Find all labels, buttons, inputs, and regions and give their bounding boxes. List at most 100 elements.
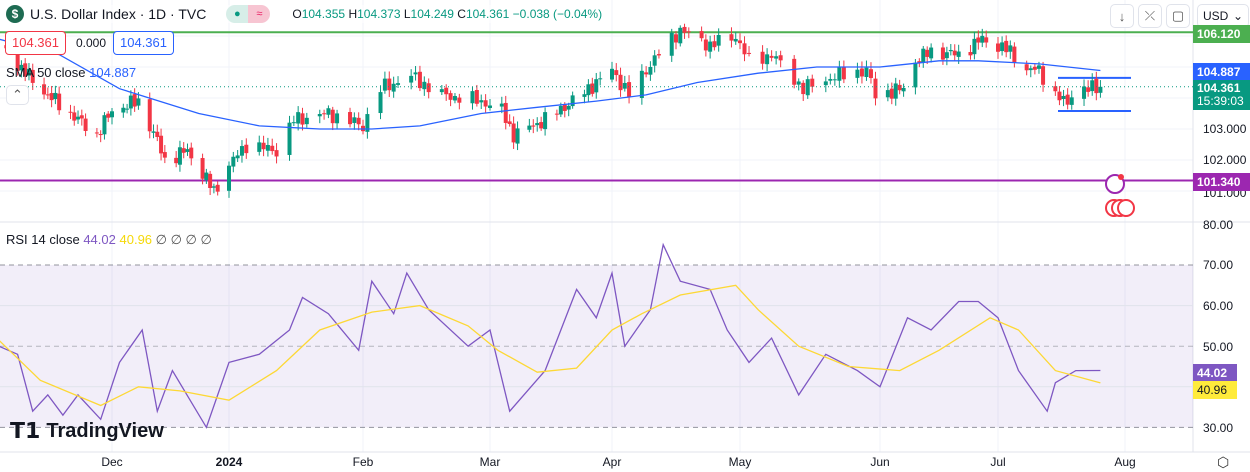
candle bbox=[648, 66, 653, 75]
candle bbox=[322, 113, 327, 115]
candle bbox=[98, 134, 103, 136]
candle bbox=[125, 108, 130, 110]
candle bbox=[457, 97, 462, 103]
candle bbox=[110, 111, 114, 118]
market-status[interactable]: ● ≈ bbox=[226, 5, 271, 23]
candle bbox=[828, 78, 833, 81]
candle bbox=[778, 55, 783, 61]
arrow-down-icon[interactable]: ↓ bbox=[1110, 4, 1134, 28]
candle bbox=[72, 112, 77, 121]
candle bbox=[644, 72, 649, 75]
candle bbox=[439, 89, 444, 93]
symbol-title[interactable]: U.S. Dollar Index · 1D · TVC bbox=[30, 6, 207, 22]
buy-button[interactable]: 104.361 bbox=[113, 31, 174, 55]
candle bbox=[391, 83, 396, 92]
candle bbox=[128, 95, 133, 109]
candle bbox=[382, 78, 387, 91]
candle bbox=[889, 88, 894, 99]
candle bbox=[79, 115, 84, 119]
event-dot bbox=[1118, 174, 1124, 180]
candle bbox=[121, 107, 126, 113]
candle bbox=[356, 117, 361, 125]
spread-value: 0.000 bbox=[76, 36, 107, 50]
candle bbox=[570, 95, 575, 107]
candle bbox=[639, 70, 644, 98]
candle bbox=[1098, 86, 1103, 93]
candle bbox=[204, 172, 209, 181]
candle bbox=[1082, 86, 1087, 99]
candle bbox=[23, 63, 28, 77]
candle bbox=[972, 38, 977, 55]
collapse-pane-icon[interactable]: ⤫ bbox=[1138, 4, 1162, 28]
rsi-ma-tag: 40.96 bbox=[1193, 381, 1237, 399]
candle bbox=[527, 125, 532, 130]
rsi-legend: RSI 14 close 44.02 40.96 ∅ ∅ ∅ ∅ bbox=[6, 232, 212, 247]
candle bbox=[976, 37, 981, 43]
candle bbox=[1004, 40, 1009, 53]
candle bbox=[26, 68, 31, 76]
time-axis-label: Mar bbox=[479, 455, 501, 469]
candle bbox=[83, 118, 88, 131]
candle bbox=[627, 82, 632, 98]
candle bbox=[208, 173, 213, 189]
candle bbox=[810, 78, 815, 87]
candle bbox=[712, 41, 717, 48]
candle bbox=[365, 114, 370, 132]
candle bbox=[652, 55, 657, 66]
candle bbox=[618, 74, 623, 91]
candle bbox=[1065, 94, 1070, 105]
us-flag-event-icon bbox=[1117, 199, 1135, 217]
candle bbox=[348, 112, 353, 125]
candle bbox=[535, 123, 540, 126]
symbol-header: $ U.S. Dollar Index · 1D · TVC ● ≈ O104.3… bbox=[6, 5, 603, 23]
candle bbox=[19, 64, 24, 71]
candle bbox=[747, 52, 752, 54]
candle bbox=[796, 81, 801, 85]
candle bbox=[244, 144, 249, 154]
time-axis-label: Apr bbox=[602, 455, 622, 469]
candle bbox=[968, 52, 973, 56]
candle bbox=[483, 100, 488, 107]
candle bbox=[708, 41, 713, 52]
candle bbox=[952, 50, 957, 56]
collapse-legend-button[interactable]: ⌃ bbox=[6, 85, 29, 105]
candle bbox=[801, 82, 806, 95]
candle bbox=[539, 122, 544, 129]
tradingview-logo[interactable]: 𝗧𝟭 TradingView bbox=[10, 418, 164, 443]
tv-logo-icon: 𝗧𝟭 bbox=[10, 418, 41, 443]
candle bbox=[598, 78, 603, 80]
candle bbox=[317, 114, 322, 117]
candle bbox=[729, 34, 734, 41]
dollar-icon: $ bbox=[6, 5, 24, 23]
time-axis-label: Dec bbox=[101, 455, 123, 469]
candle bbox=[566, 105, 571, 110]
candle bbox=[235, 155, 240, 159]
candle bbox=[594, 79, 599, 93]
candle bbox=[859, 68, 864, 77]
candle bbox=[1090, 80, 1095, 92]
maximize-pane-icon[interactable]: ▢ bbox=[1166, 4, 1190, 28]
candle bbox=[586, 84, 591, 96]
candle bbox=[699, 31, 704, 39]
candle bbox=[68, 111, 73, 113]
candle bbox=[1028, 68, 1033, 71]
settings-icon[interactable]: ⬡ bbox=[1217, 454, 1230, 470]
candle bbox=[231, 156, 236, 167]
candle bbox=[1086, 87, 1091, 92]
candle bbox=[378, 92, 383, 114]
sell-button[interactable]: 104.361 bbox=[5, 31, 66, 55]
candle bbox=[917, 61, 922, 64]
candle bbox=[335, 113, 340, 124]
candle bbox=[474, 90, 479, 104]
candle bbox=[30, 69, 35, 83]
candle bbox=[841, 67, 846, 80]
time-axis-label: Feb bbox=[352, 455, 374, 469]
delayed-data-icon: ≈ bbox=[248, 5, 271, 23]
candle bbox=[774, 56, 779, 59]
candle bbox=[488, 105, 492, 108]
candle bbox=[562, 104, 567, 111]
candle bbox=[215, 184, 220, 192]
candle bbox=[159, 135, 164, 154]
candle bbox=[792, 58, 797, 85]
